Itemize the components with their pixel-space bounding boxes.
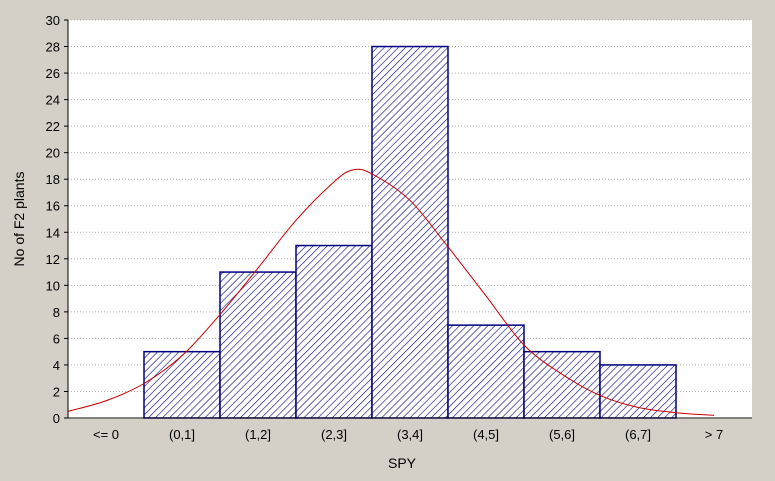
y-tick-label: 2: [53, 384, 60, 399]
bar: [523, 350, 601, 419]
bar: [447, 324, 525, 419]
x-tick-label: (4,5]: [473, 427, 499, 442]
normal-curve-line: [67, 168, 715, 416]
y-tick-label: 14: [46, 225, 60, 240]
y-tick-label: 6: [53, 331, 60, 346]
bar: [143, 350, 221, 419]
y-tick-label: 8: [53, 305, 60, 320]
y-tick-label: 18: [46, 172, 60, 187]
y-tick-label: 28: [46, 40, 60, 55]
x-tick-label: <= 0: [93, 427, 119, 442]
x-tick-label: (5,6]: [549, 427, 575, 442]
bars: [143, 45, 677, 419]
y-tick-label: 22: [46, 119, 60, 134]
x-tick-label: (1,2]: [245, 427, 271, 442]
x-axis-title: SPY: [388, 455, 417, 471]
y-tick-label: 16: [46, 199, 60, 214]
x-tick-label: (2,3]: [321, 427, 347, 442]
y-tick-label: 4: [53, 358, 60, 373]
bar: [371, 45, 449, 419]
y-tick-label: 24: [46, 93, 60, 108]
y-axis-title: No of F2 plants: [11, 172, 27, 267]
x-tick-label: (0,1]: [169, 427, 195, 442]
x-axis-ticks: <= 0 (0,1] (1,2] (2,3] (3,4] (4,5] (5,6] (6,7] >…: [93, 427, 723, 442]
y-tick-label: 20: [46, 146, 60, 161]
x-tick-label: > 7: [705, 427, 723, 442]
y-tick-label: 30: [46, 13, 60, 28]
y-tick-label: 0: [53, 411, 60, 426]
bar: [295, 244, 373, 419]
x-tick-label: (3,4]: [397, 427, 423, 442]
bar: [599, 364, 677, 419]
y-tick-label: 10: [46, 278, 60, 293]
y-tick-label: 26: [46, 66, 60, 81]
bar: [219, 271, 297, 419]
x-tick-label: (6,7]: [625, 427, 651, 442]
y-tick-label: 12: [46, 252, 60, 267]
